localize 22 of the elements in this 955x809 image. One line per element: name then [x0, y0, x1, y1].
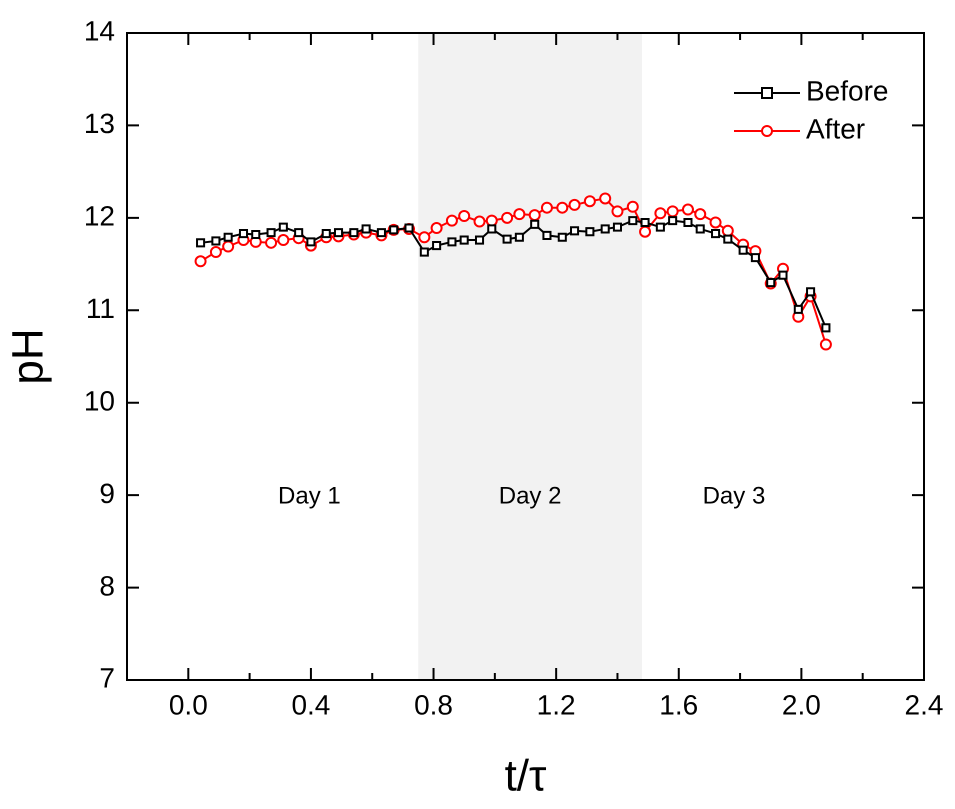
y-tick-label: 9	[99, 478, 115, 509]
y-tick-label: 14	[84, 16, 115, 47]
y-tick-label: 7	[99, 662, 115, 694]
y-tick-label: 11	[86, 293, 115, 324]
legend-label: After	[806, 114, 866, 145]
x-tick-label: 1.2	[536, 690, 576, 721]
band-label: Day 2	[498, 482, 562, 510]
annotation: Day 1	[278, 482, 341, 510]
y-tick-label: 10	[84, 385, 115, 416]
legend-label: Before	[806, 76, 888, 107]
x-tick-label: 2.0	[782, 690, 821, 721]
x-tick-label: 0.4	[291, 690, 330, 721]
y-axis-title: pH	[4, 328, 53, 385]
x-tick-label: 2.4	[904, 690, 944, 721]
x-tick-label: 1.6	[659, 690, 698, 721]
y-tick-label: 13	[84, 108, 115, 140]
x-tick-label: 0.0	[168, 690, 208, 721]
x-tick-label: 0.8	[414, 690, 454, 721]
x-axis-title: t/τ	[504, 752, 548, 801]
annotation: Day 3	[702, 482, 766, 510]
y-tick-label: 12	[84, 200, 115, 232]
y-tick-label: 8	[99, 570, 115, 602]
